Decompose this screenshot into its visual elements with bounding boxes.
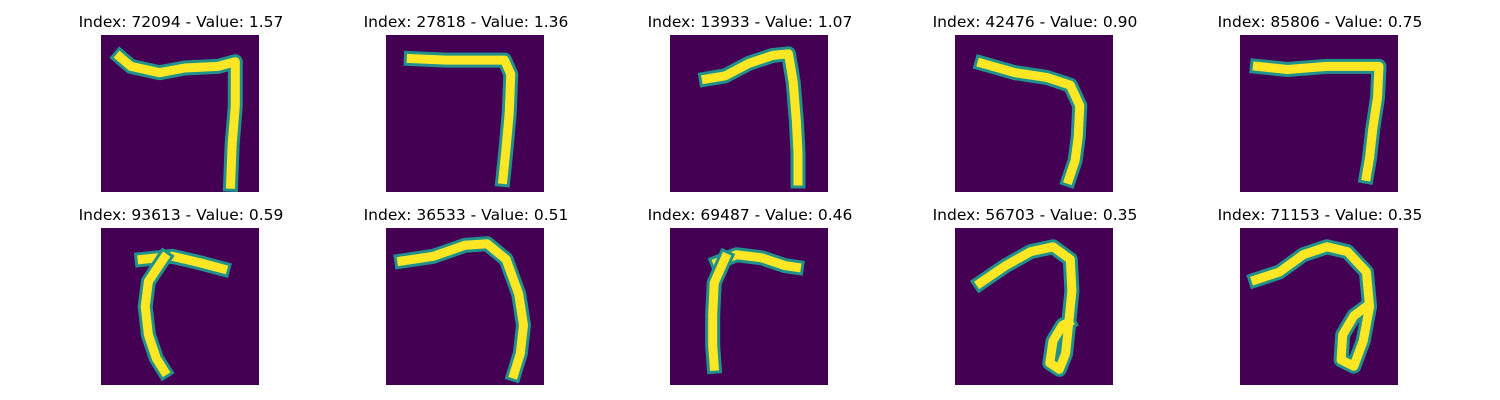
digit-image <box>670 35 828 192</box>
digit-image <box>386 35 544 192</box>
digit-image <box>955 35 1113 192</box>
digit-image <box>670 228 828 385</box>
panel-title: Index: 56703 - Value: 0.35 <box>885 205 1185 225</box>
panel-title: Index: 69487 - Value: 0.46 <box>600 205 900 225</box>
panel-title: Index: 27818 - Value: 1.36 <box>316 12 616 32</box>
panel-5: Index: 85806 - Value: 0.75 <box>1240 12 1400 202</box>
panel-1: Index: 72094 - Value: 1.57 <box>101 12 261 202</box>
digit-image <box>386 228 544 385</box>
panel-title: Index: 13933 - Value: 1.07 <box>600 12 900 32</box>
digit-image <box>955 228 1113 385</box>
digit-image <box>101 35 259 192</box>
digit-image <box>101 228 259 385</box>
panel-title: Index: 42476 - Value: 0.90 <box>885 12 1185 32</box>
panel-8: Index: 69487 - Value: 0.46 <box>670 205 830 395</box>
panel-9: Index: 56703 - Value: 0.35 <box>955 205 1115 395</box>
digit-image <box>1240 35 1398 192</box>
panel-4: Index: 42476 - Value: 0.90 <box>955 12 1115 202</box>
panel-title: Index: 85806 - Value: 0.75 <box>1170 12 1470 32</box>
panel-title: Index: 71153 - Value: 0.35 <box>1170 205 1470 225</box>
panel-title: Index: 72094 - Value: 1.57 <box>31 12 331 32</box>
panel-2: Index: 27818 - Value: 1.36 <box>386 12 546 202</box>
panel-6: Index: 93613 - Value: 0.59 <box>101 205 261 395</box>
panel-title: Index: 93613 - Value: 0.59 <box>31 205 331 225</box>
panel-3: Index: 13933 - Value: 1.07 <box>670 12 830 202</box>
panel-10: Index: 71153 - Value: 0.35 <box>1240 205 1400 395</box>
panel-7: Index: 36533 - Value: 0.51 <box>386 205 546 395</box>
panel-title: Index: 36533 - Value: 0.51 <box>316 205 616 225</box>
digit-image <box>1240 228 1398 385</box>
